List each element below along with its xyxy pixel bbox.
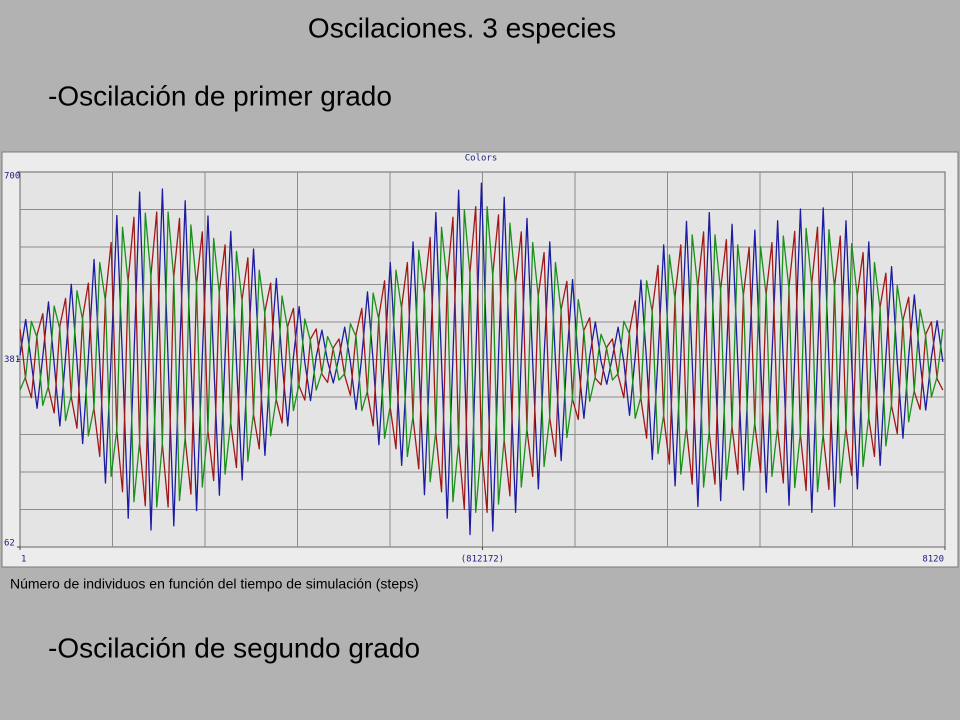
series-line <box>19 182 944 536</box>
chart-title: Colors <box>465 154 498 164</box>
slide-title: Oscilaciones. 3 especies <box>308 12 616 43</box>
y-tick-label: 381 <box>4 355 20 365</box>
x-tick-label: (812172) <box>461 555 504 565</box>
x-tick-label: 8120 <box>922 555 944 565</box>
y-tick-label: 700 <box>4 172 20 182</box>
heading: -Oscilación de primer grado <box>48 80 392 111</box>
series-line <box>19 206 944 513</box>
x-tick-label: 1 <box>21 555 26 565</box>
heading: -Oscilación de segundo grado <box>48 632 420 663</box>
y-tick-label: 62 <box>4 539 15 549</box>
caption: Número de individuos en función del tiem… <box>10 576 419 592</box>
